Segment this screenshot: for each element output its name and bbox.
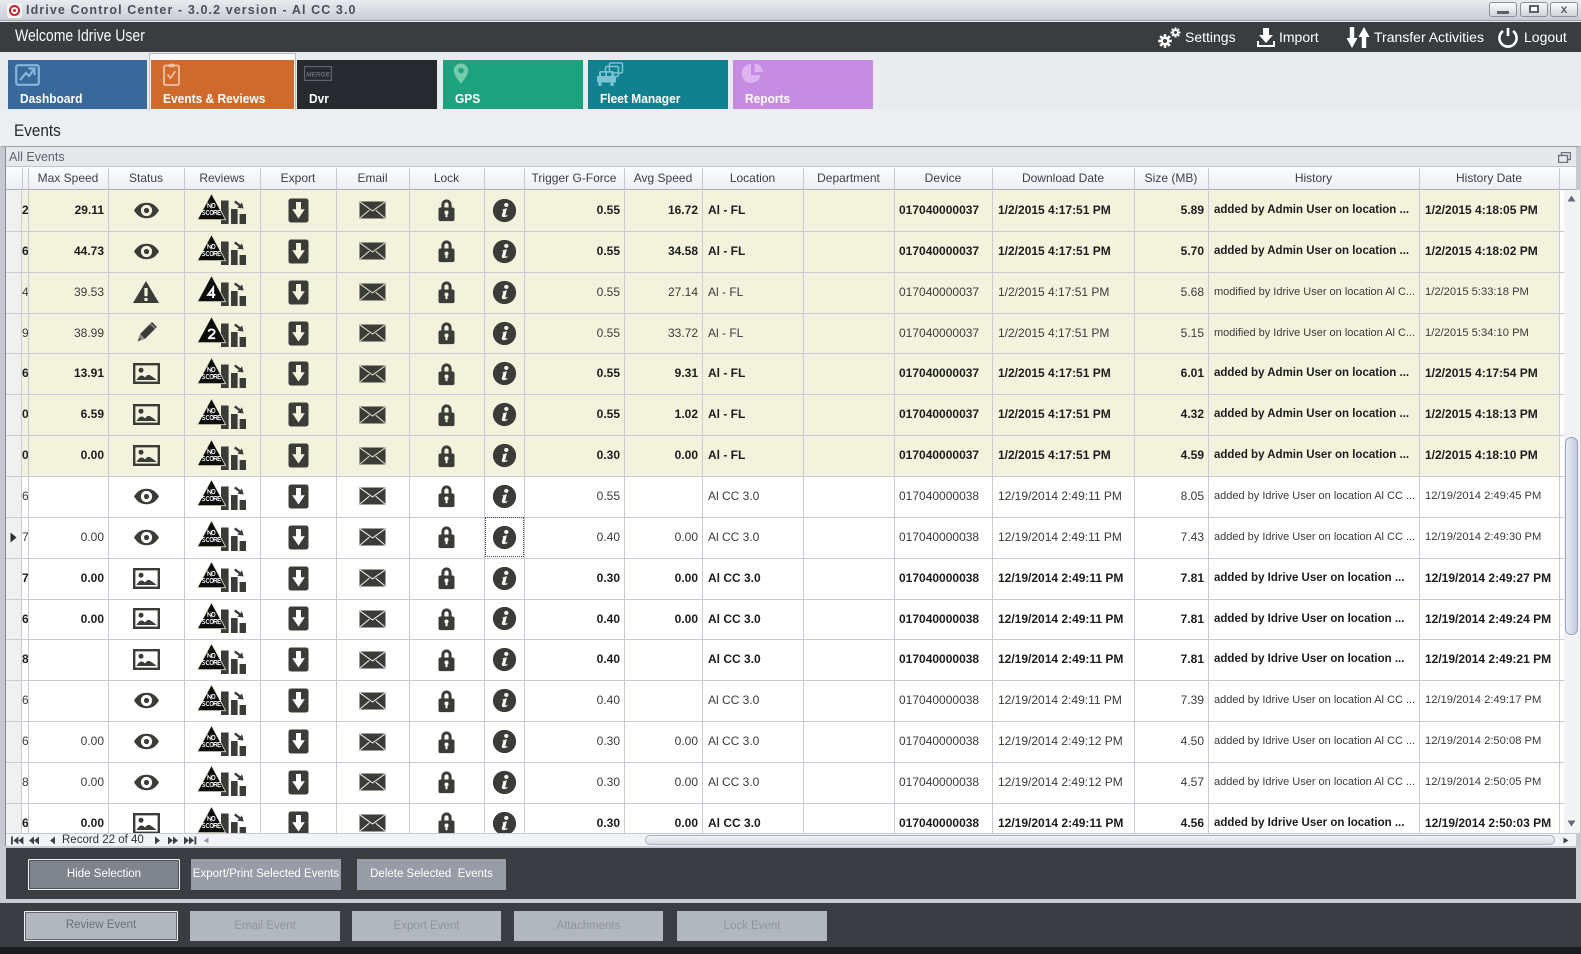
svg-text:MERGE: MERGE xyxy=(306,71,331,78)
